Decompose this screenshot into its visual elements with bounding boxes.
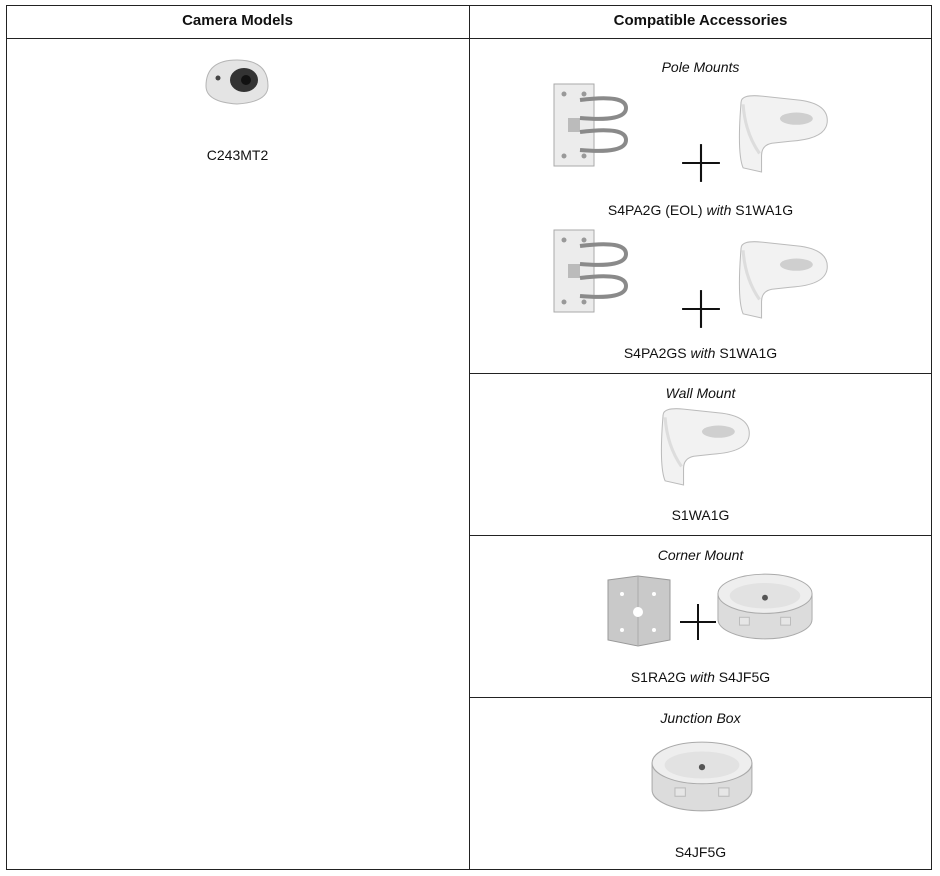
row-line: [469, 535, 932, 536]
wall-mount-image: [728, 238, 832, 320]
model: S1WA1G: [671, 507, 730, 523]
item-label: S1RA2G with S4JF5G: [469, 668, 932, 686]
row-line: [469, 697, 932, 698]
header-cell: Compatible Accessories: [613, 12, 788, 29]
model: S4PA2G (EOL): [607, 202, 703, 218]
pole-bracket-image: [550, 80, 630, 170]
model: S1WA1G: [719, 345, 778, 361]
column-line: [469, 5, 470, 870]
section-title: Corner Mount: [657, 547, 744, 563]
connector: with: [689, 669, 715, 685]
section-title: Junction Box: [660, 710, 741, 726]
header-cell: Camera Models: [182, 12, 293, 29]
item-label: S1WA1G: [469, 506, 932, 524]
camera-model: C243MT2: [206, 147, 269, 163]
junction-box-image: [716, 570, 814, 644]
plus-icon: [680, 288, 722, 330]
model: S1WA1G: [735, 202, 794, 218]
wall-mount-image: [728, 92, 832, 174]
model: S4JF5G: [674, 844, 727, 860]
row-line: [469, 373, 932, 374]
connector: with: [706, 202, 732, 218]
item-label: S4PA2GS with S1WA1G: [469, 344, 932, 362]
plus-icon: [680, 142, 722, 184]
corner-plate-image: [604, 574, 674, 649]
camera-image: [202, 52, 272, 112]
model: S4PA2GS: [623, 345, 687, 361]
item-label: S4PA2G (EOL) with S1WA1G: [469, 201, 932, 219]
plus-icon: [678, 602, 718, 642]
section-title: Pole Mounts: [661, 59, 740, 75]
wall-mount-image: [650, 405, 754, 487]
model: S1RA2G: [630, 669, 687, 685]
connector: with: [690, 345, 716, 361]
item-label: S4JF5G: [469, 843, 932, 861]
junction-box-image: [650, 738, 754, 816]
model: S4JF5G: [718, 669, 771, 685]
pole-bracket-image: [550, 226, 630, 316]
section-title: Wall Mount: [665, 385, 736, 401]
